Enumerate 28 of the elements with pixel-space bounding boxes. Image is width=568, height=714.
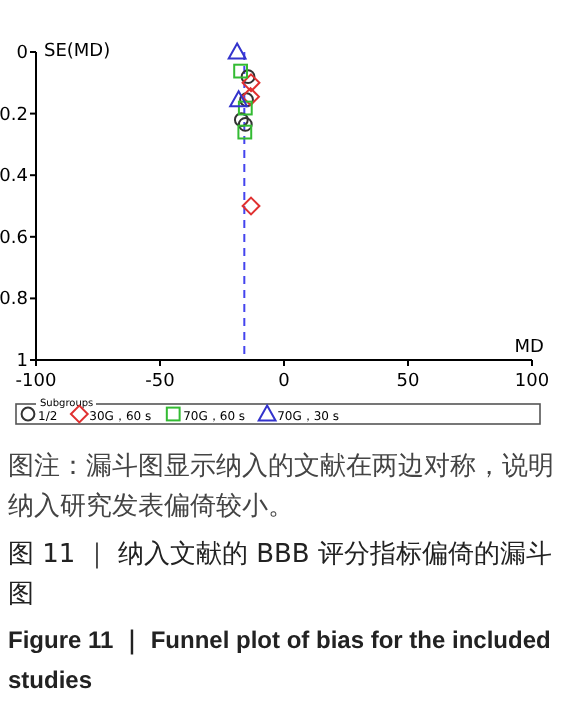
y-tick-label: 1 [16,352,28,372]
y-tick-label: 0.2 [0,105,28,126]
y-tick-label: 0 [16,44,29,64]
point [237,116,253,132]
point [241,87,260,107]
x-tick-label: -100 [15,372,57,392]
y-tick-label: 0.6 [0,228,29,249]
x-tick-label: 50 [396,372,420,392]
point [241,73,261,93]
point [240,69,256,85]
point [239,92,254,108]
x-tick-label: 100 [514,372,550,392]
point [241,196,261,216]
y-tick-label: 0.4 [0,167,29,188]
point [233,112,249,128]
x-tick-label: -50 [145,372,176,392]
text: 图注：漏斗图显示纳入的文献在两边对称，说明纳入研究发表偏倚较小。 [8,450,556,526]
point [237,100,253,116]
y-axis-title: SE(MD) [44,42,111,62]
point [233,63,248,79]
point [237,124,253,140]
text: Figure 11 ｜ Funnel plot of bias for the included studies [8,624,553,698]
point [227,42,247,60]
y-tick-label: 0.8 [0,290,29,311]
x-tick-label: 0 [278,372,291,392]
point [229,90,249,108]
x-axis-title: MD [514,338,545,358]
text: 图 11 ｜ 纳入文献的 BBB 评分指标偏倚的漏斗图 [8,538,554,614]
